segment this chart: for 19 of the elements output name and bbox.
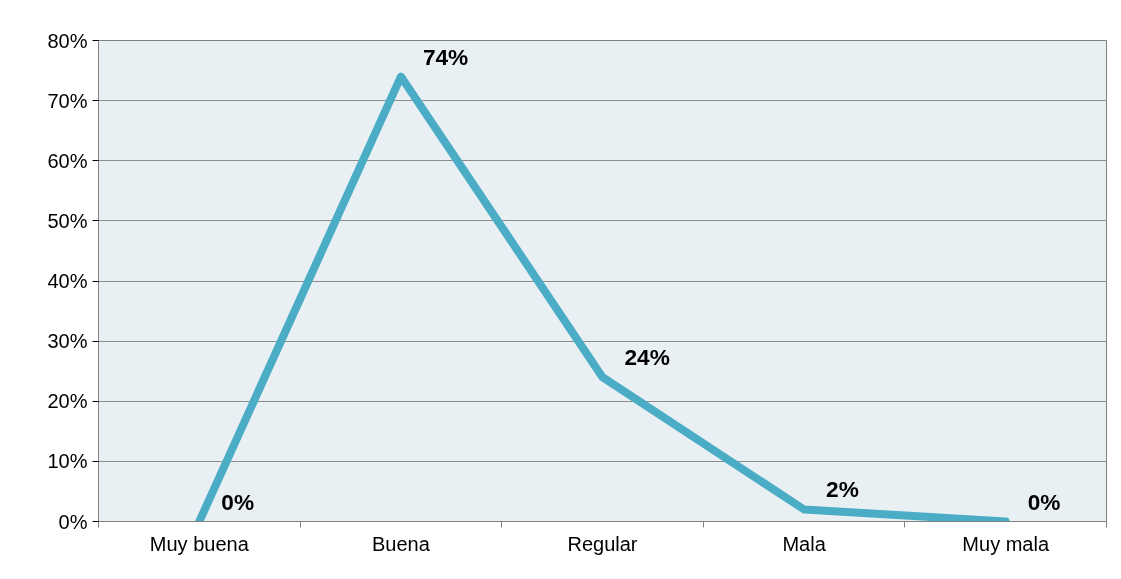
x-tick-label: Muy buena xyxy=(149,532,250,555)
x-tick-label: Buena xyxy=(371,532,431,555)
y-tick-label: 30% xyxy=(47,330,88,353)
data-label: 74% xyxy=(422,43,469,70)
data-label: 0% xyxy=(1027,488,1061,515)
x-tick-label: Regular xyxy=(567,532,638,555)
y-tick-label: 60% xyxy=(47,149,88,172)
y-tick-label: 20% xyxy=(47,390,88,413)
y-tick-label: 0% xyxy=(58,510,88,533)
data-label: 24% xyxy=(624,344,670,371)
y-tick-label: 70% xyxy=(47,89,88,112)
y-tick-label: 80% xyxy=(47,29,88,52)
x-tick-label: Muy mala xyxy=(962,532,1050,555)
x-tick-label: Mala xyxy=(782,532,827,555)
y-tick-label: 40% xyxy=(47,270,88,292)
data-label: 2% xyxy=(826,476,859,503)
y-tick-label: 50% xyxy=(47,209,88,232)
y-tick-label: 10% xyxy=(47,450,88,473)
data-label: 0% xyxy=(221,488,255,515)
